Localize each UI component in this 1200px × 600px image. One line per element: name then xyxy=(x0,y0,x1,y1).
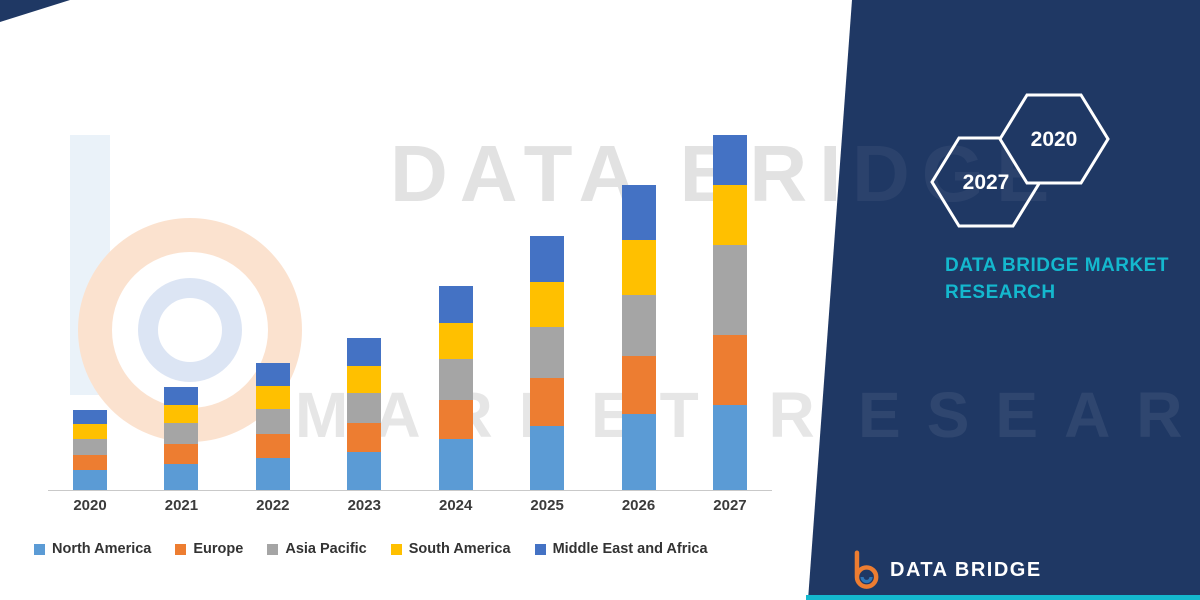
bar-segment xyxy=(347,423,382,452)
x-axis-label: 2024 xyxy=(439,497,473,514)
bar-segment xyxy=(712,405,747,490)
bar-column-2025 xyxy=(517,236,577,490)
bar-segment xyxy=(73,410,107,424)
hexagon-2027-label: 2027 xyxy=(963,171,1010,194)
legend-swatch xyxy=(390,543,402,555)
legend-swatch xyxy=(267,543,279,555)
bar-segment xyxy=(438,286,473,323)
stacked-bar-chart xyxy=(60,120,760,490)
legend-label: Europe xyxy=(193,541,244,557)
x-axis-labels: 2020 2021 2022 2023 2024 2025 2026 2027 xyxy=(60,497,760,514)
legend-label: Asia Pacific xyxy=(285,541,367,557)
bar-segment xyxy=(164,405,199,423)
chart-legend: North America Europe Asia Pacific South Ame… xyxy=(34,541,708,557)
bar-segment xyxy=(530,282,565,327)
x-axis-label: 2025 xyxy=(530,497,564,514)
bar-segment xyxy=(347,338,382,366)
legend-swatch xyxy=(34,543,45,555)
databridge-logo-text: DATA BRIDGE xyxy=(890,558,1042,581)
databridge-logo-icon xyxy=(854,550,879,589)
x-axis-line xyxy=(48,490,772,491)
databridge-brand-logo: DATA BRIDGE xyxy=(848,550,1042,590)
bar-segment xyxy=(255,386,290,409)
bar-stack-2027 xyxy=(712,135,747,490)
panel-heading: DATA BRIDGE MARKET RESEARCH xyxy=(945,252,1195,306)
legend-item: North America xyxy=(34,541,151,557)
bar-segment xyxy=(438,400,473,439)
bar-column-2023 xyxy=(334,338,394,490)
hexagon-2020 xyxy=(998,93,1110,185)
bar-segment xyxy=(621,240,656,295)
bar-segment xyxy=(530,378,565,426)
legend-label: Middle East and Africa xyxy=(552,541,708,557)
bar-segment xyxy=(255,458,290,490)
bar-column-2026 xyxy=(609,185,669,490)
bar-segment xyxy=(712,185,747,245)
x-axis-label: 2027 xyxy=(713,497,747,514)
bar-stack-2025 xyxy=(530,236,565,490)
bar-column-2024 xyxy=(426,286,486,490)
bar-segment xyxy=(347,366,382,393)
bar-segment xyxy=(164,387,199,405)
x-axis-label: 2026 xyxy=(621,497,656,514)
bar-segment xyxy=(621,414,656,490)
legend-label: South America xyxy=(408,541,511,557)
bar-segment xyxy=(73,470,107,490)
bar-segment xyxy=(255,409,290,434)
legend-swatch xyxy=(175,543,187,555)
bar-stack-2020 xyxy=(73,410,107,490)
bar-segment xyxy=(73,455,107,470)
bar-segment xyxy=(73,439,107,455)
bar-segment xyxy=(712,335,747,405)
bar-stack-2022 xyxy=(255,363,290,490)
bar-segment xyxy=(530,426,565,490)
bar-segment xyxy=(255,434,290,458)
bar-column-2020 xyxy=(60,410,120,490)
watermark-line2-panel-continuation: ESEARCH xyxy=(858,379,1200,451)
bar-segment xyxy=(164,444,199,464)
x-axis-label: 2020 xyxy=(73,497,107,514)
bar-segment xyxy=(347,393,382,423)
year-hexagon-badges: 2027 2020 xyxy=(930,93,1110,228)
bar-segment xyxy=(164,423,199,444)
bar-stack-2024 xyxy=(438,286,473,490)
bar-stack-2026 xyxy=(621,185,656,490)
legend-item: Asia Pacific xyxy=(267,541,367,557)
bar-segment xyxy=(712,135,747,185)
bar-segment xyxy=(621,185,656,240)
bar-segment xyxy=(530,327,565,378)
bar-segment xyxy=(73,424,107,439)
panel-heading-line1: DATA BRIDGE MARKET xyxy=(945,255,1169,276)
bar-segment xyxy=(530,236,565,282)
bar-segment xyxy=(438,359,473,400)
teal-bottom-strip xyxy=(806,595,1200,600)
x-axis-label: 2023 xyxy=(347,497,381,514)
x-axis-label: 2022 xyxy=(256,497,290,514)
corner-triangle-decoration xyxy=(0,0,70,22)
bar-segment xyxy=(347,452,382,490)
bar-segment xyxy=(438,323,473,359)
bar-segment xyxy=(164,464,199,490)
bar-segment xyxy=(712,245,747,335)
hexagon-2020-label: 2020 xyxy=(1031,128,1078,151)
bar-column-2027 xyxy=(700,135,760,490)
legend-label: North America xyxy=(52,541,152,557)
legend-swatch xyxy=(534,543,546,555)
x-axis-label: 2021 xyxy=(164,497,199,514)
bar-column-2022 xyxy=(243,363,303,490)
legend-item: South America xyxy=(390,541,511,557)
legend-item: Middle East and Africa xyxy=(534,541,708,557)
panel-heading-line2: RESEARCH xyxy=(945,282,1056,303)
bar-stack-2021 xyxy=(164,387,199,490)
bar-column-2021 xyxy=(151,387,211,490)
bar-stack-2023 xyxy=(347,338,382,490)
legend-item: Europe xyxy=(175,541,243,557)
bar-segment xyxy=(255,363,290,386)
bar-segment xyxy=(438,439,473,490)
bar-segment xyxy=(621,356,656,414)
bar-segment xyxy=(621,295,656,356)
